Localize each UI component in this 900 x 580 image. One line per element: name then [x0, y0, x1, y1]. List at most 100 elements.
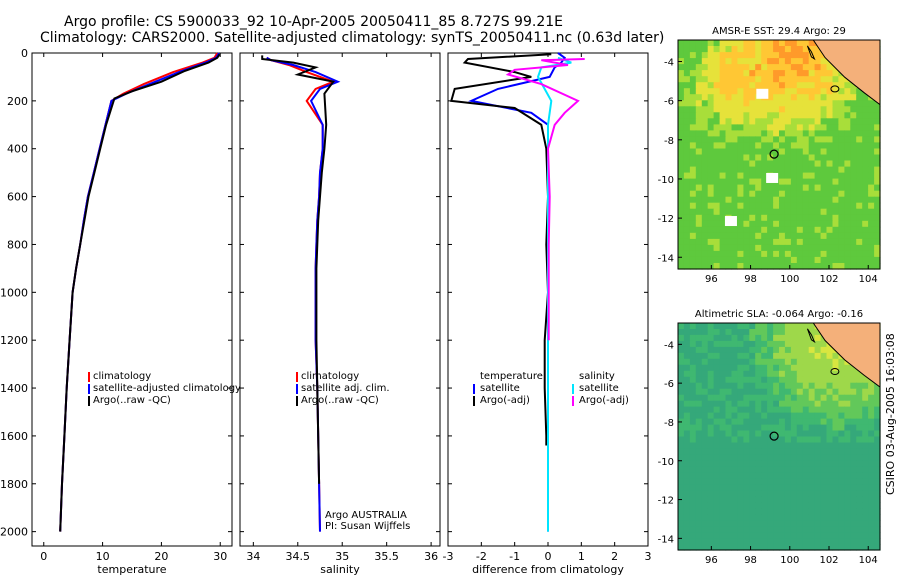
map-cell: [844, 526, 851, 533]
map-cell: [767, 334, 774, 342]
map-cell: [826, 400, 833, 408]
map-cell: [707, 172, 715, 180]
map-cell: [790, 46, 798, 53]
map-cell: [784, 412, 792, 420]
map-cell: [761, 40, 768, 47]
map-cell: [779, 323, 786, 330]
map-cell: [874, 460, 881, 467]
map-cell: [790, 148, 798, 156]
map-cell: [737, 124, 744, 131]
map-cell: [731, 346, 738, 354]
map-cell: [784, 238, 792, 246]
map-cell: [743, 412, 750, 420]
map-cell: [868, 448, 875, 455]
map-cell: [719, 130, 727, 137]
map-cell: [701, 88, 709, 95]
map-cell: [796, 184, 804, 192]
map-cell: [868, 532, 875, 539]
map-cell: [719, 232, 727, 240]
map-cell: [808, 226, 816, 234]
map-cell: [719, 370, 727, 378]
map-cell: [808, 148, 816, 156]
map-cell: [725, 46, 732, 53]
map-cell: [868, 514, 875, 521]
map-cell: [838, 214, 845, 222]
map-cell: [683, 352, 691, 360]
map-cell: [749, 172, 756, 180]
map-cell: [678, 370, 685, 378]
map-cell: [755, 82, 762, 89]
map-cell: [832, 484, 839, 491]
y-tick-label: 2000: [0, 526, 28, 539]
map-cell: [814, 208, 822, 216]
map-cell: [856, 424, 863, 432]
map-cell: [856, 502, 863, 509]
map-cell: [707, 460, 715, 467]
map-cell: [725, 172, 732, 180]
map-cell: [683, 484, 691, 491]
map-cell: [808, 256, 816, 264]
map-cell: [802, 88, 810, 95]
map-cell: [761, 160, 768, 168]
map-cell: [678, 388, 685, 396]
map-cell: [773, 466, 780, 473]
map-cell: [725, 376, 732, 384]
map-cell: [832, 520, 839, 527]
map-cell: [850, 532, 857, 539]
map-cell: [725, 226, 732, 234]
island-outline: [830, 85, 840, 93]
map-cell: [683, 448, 691, 455]
map-cell: [832, 76, 839, 83]
map-cell: [749, 58, 756, 65]
map-cell: [743, 142, 750, 149]
map-cell: [767, 329, 774, 336]
map-cell: [808, 244, 816, 252]
map-cell: [832, 406, 839, 414]
map-cell: [784, 40, 792, 47]
legend-label: satellite-adjusted climatology: [93, 383, 241, 394]
map-cell: [796, 238, 804, 246]
map-cell: [701, 544, 709, 551]
map-cell: [689, 346, 697, 354]
map-cell: [874, 448, 881, 455]
map-cell: [814, 460, 822, 467]
y-tick-label: 800: [7, 238, 28, 251]
map-cell: [826, 76, 833, 83]
map-cell: [755, 484, 762, 491]
map-cell: [790, 346, 798, 354]
map-cell: [814, 520, 822, 527]
map-cell: [856, 178, 863, 186]
map-cell: [814, 190, 822, 198]
map-cell: [725, 82, 732, 89]
map-cell: [755, 436, 762, 444]
map-cell: [814, 526, 822, 533]
map-cell: [796, 40, 804, 47]
map-cell: [695, 418, 703, 426]
map-cell: [683, 436, 691, 444]
map-cell: [683, 454, 691, 461]
map-cell: [689, 472, 697, 479]
map-cell: [713, 148, 721, 156]
map-cell: [856, 166, 863, 174]
map-cell: [862, 112, 869, 119]
map-cell: [838, 124, 845, 131]
map-cell: [755, 514, 762, 521]
map-cell: [719, 412, 727, 420]
map-cell: [701, 208, 709, 216]
map-cell: [719, 208, 727, 216]
map-cell: [850, 454, 857, 461]
map-cell: [802, 256, 810, 264]
map-cell: [814, 238, 822, 246]
map-cell: [832, 263, 839, 270]
map-cell: [826, 232, 833, 240]
map-cell: [695, 226, 703, 234]
map-cell: [683, 52, 691, 59]
map-cell: [755, 329, 762, 336]
map-cell: [755, 346, 762, 354]
map-cell: [796, 532, 804, 539]
map-cell: [856, 484, 863, 491]
map-cell: [820, 496, 828, 503]
map-cell: [796, 334, 804, 342]
map-cell: [719, 334, 727, 342]
map-cell: [713, 502, 721, 509]
